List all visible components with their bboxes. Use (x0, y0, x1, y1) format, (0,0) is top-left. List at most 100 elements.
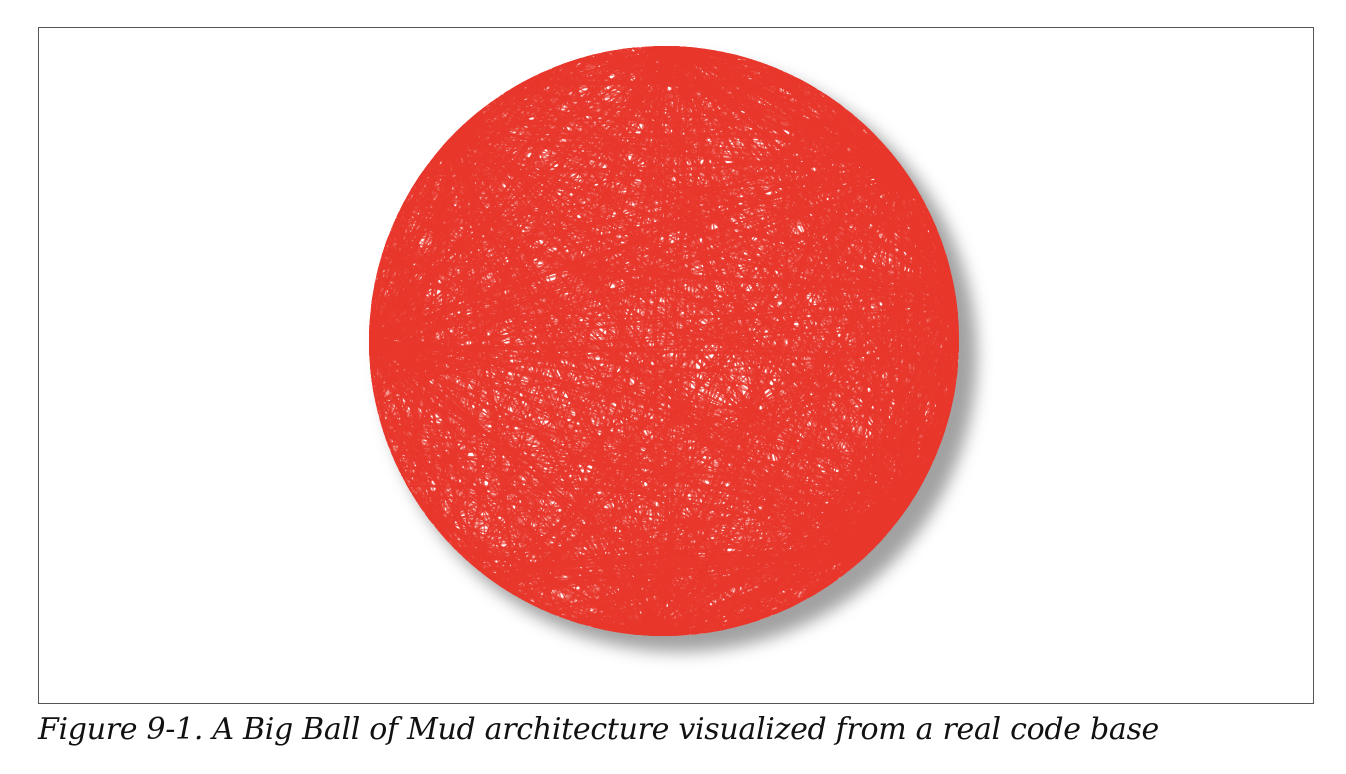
dependency-line (621, 47, 913, 182)
dependency-line (645, 629, 725, 636)
dependency-line (922, 301, 958, 482)
dependency-line (369, 158, 897, 366)
dependency-line (510, 88, 912, 503)
dependency-line (371, 172, 907, 301)
dependency-line (444, 142, 899, 164)
dependency-line (470, 154, 894, 565)
dependency-line (452, 120, 469, 548)
dependency-line (808, 161, 900, 598)
dependency-line (451, 135, 630, 635)
dependency-line (399, 171, 907, 473)
dependency-line (541, 71, 924, 484)
dependency-line (369, 164, 902, 320)
dependency-line (406, 179, 912, 199)
dependency-line (455, 130, 917, 495)
dependency-line (687, 46, 902, 167)
dependency-line (777, 68, 912, 504)
dependency-line (390, 450, 921, 488)
figure-frame (38, 27, 1314, 704)
dependency-line (563, 62, 913, 183)
dependency-line (507, 179, 913, 593)
dependency-line (369, 322, 870, 554)
dependency-line (602, 51, 914, 500)
dependency-line (422, 169, 915, 499)
dependency-line (375, 128, 460, 405)
dependency-line (896, 160, 927, 206)
dependency-line (602, 153, 893, 631)
dependency-line (738, 176, 910, 627)
dependency-line (769, 65, 922, 487)
dependency-line (387, 443, 918, 494)
dependency-line (680, 46, 921, 489)
dependency-line (470, 117, 910, 179)
dependency-line (374, 175, 909, 403)
dependency-line (437, 178, 911, 532)
dependency-line (910, 208, 929, 503)
dependency-line (676, 156, 896, 636)
dependency-line (431, 521, 873, 550)
dependency-line (369, 139, 450, 326)
dependency-line (406, 176, 910, 488)
dependency-line (462, 168, 905, 558)
dependency-line (681, 46, 925, 483)
dependency-line (630, 154, 894, 635)
dependency-line (920, 219, 934, 486)
dependency-line (451, 499, 913, 547)
dependency-line (858, 497, 915, 564)
dependency-line (794, 170, 906, 606)
dependency-line (448, 138, 895, 158)
dependency-line (907, 175, 949, 424)
dependency-line (465, 162, 901, 561)
dependency-line (371, 172, 907, 386)
dependency-line (371, 297, 921, 488)
dependency-line (644, 46, 903, 168)
dependency-lines (369, 46, 959, 636)
dependency-line (892, 154, 946, 433)
dependency-line (802, 80, 897, 160)
dependency-line (392, 455, 910, 506)
dependency-line (604, 51, 920, 490)
dependency-line (397, 467, 921, 488)
dependency-line (622, 47, 905, 171)
dependency-line (510, 87, 899, 164)
dependency-line (382, 251, 911, 505)
dependency-line (911, 181, 956, 395)
dependency-line (425, 175, 909, 515)
dependency-line (369, 156, 895, 332)
dependency-line (904, 171, 959, 372)
dependency-line (370, 134, 454, 380)
dependency-line (378, 170, 906, 267)
dependency-line (558, 164, 902, 618)
dependency-line (903, 170, 938, 454)
dependency-line (587, 164, 902, 627)
dependency-line (490, 504, 910, 581)
figure-caption: Figure 9-1. A Big Ball of Mud architectu… (38, 712, 1159, 747)
dependency-line (369, 335, 909, 508)
dependency-line (899, 164, 945, 437)
dependency-line (552, 500, 912, 616)
dependency-line (798, 493, 917, 604)
dependency-line (768, 162, 900, 617)
dependency-line (877, 169, 906, 544)
dependency-line (729, 181, 914, 629)
big-ball-of-mud-diagram (369, 46, 977, 652)
dependency-line (612, 176, 910, 632)
dependency-line (629, 486, 921, 635)
dependency-line (369, 219, 934, 359)
dependency-line (525, 79, 923, 485)
dependency-line (716, 162, 900, 632)
dependency-line (455, 131, 519, 598)
dependency-line (944, 253, 954, 284)
dependency-line (388, 125, 464, 447)
dependency-line (775, 158, 897, 614)
dependency-line (920, 199, 924, 487)
dependency-line (786, 72, 924, 482)
dependency-line (394, 219, 917, 494)
dependency-line (564, 165, 903, 620)
dependency-line (422, 171, 908, 175)
dependency-line (372, 180, 913, 390)
dependency-line (730, 53, 923, 486)
dependency-line (499, 95, 907, 174)
dependency-line (454, 132, 800, 604)
dependency-line (445, 141, 658, 636)
